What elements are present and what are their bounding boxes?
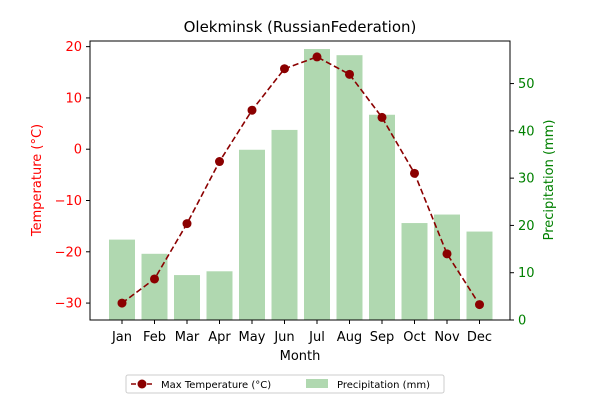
right-y-tick-label: 40 [518, 124, 535, 139]
x-tick-label: Dec [467, 330, 492, 345]
precip-bar-mar [174, 275, 200, 320]
x-tick-label: Jan [111, 330, 132, 345]
precip-bar-apr [206, 271, 233, 320]
left-y-axis-label: Temperature (°C) [30, 124, 45, 237]
right-y-tick-label: 0 [518, 314, 526, 329]
precip-bar-sep [369, 114, 395, 320]
legend-frame [125, 374, 445, 394]
precip-bar-jun [271, 129, 298, 320]
legend-label-precipitation: Precipitation (mm) [337, 380, 430, 391]
temp-point-feb [150, 274, 159, 284]
x-tick-label: Aug [337, 330, 362, 345]
x-tick-label: Oct [403, 330, 425, 345]
temp-point-jul [312, 52, 322, 62]
temp-point-sep [377, 112, 387, 122]
legend-label-temperature: Max Temperature (°C) [161, 380, 271, 391]
left-y-tick-label: 10 [65, 91, 82, 106]
x-tick-label: May [239, 330, 266, 345]
temp-point-may [247, 105, 257, 115]
temperature-line [117, 52, 484, 310]
precip-bar-may [239, 149, 265, 320]
temp-point-mar [182, 219, 192, 229]
temp-point-apr [215, 157, 224, 167]
x-axis-label: Month [280, 349, 321, 364]
x-axis: Jan Feb Mar Apr May Jun Jul Aug Sep Oct Nov Dec [111, 320, 492, 345]
left-y-tick-label: 0 [74, 143, 82, 158]
right-y-axis: 50 40 30 20 10 0 [510, 77, 535, 329]
precipitation-bars [109, 49, 493, 321]
left-y-tick-label: −10 [55, 194, 82, 209]
x-tick-label: Apr [208, 330, 231, 345]
right-y-tick-label: 10 [518, 266, 535, 281]
right-y-tick-label: 50 [518, 77, 535, 92]
precip-bar-jan [109, 239, 135, 320]
precip-bar-oct [401, 223, 428, 320]
left-y-tick-label: 20 [65, 40, 82, 55]
temp-point-dec [475, 300, 484, 310]
left-y-axis: 20 10 0 −10 −20 −30 [55, 40, 90, 312]
x-tick-label: Sep [370, 330, 395, 345]
x-tick-label: Jul [308, 330, 325, 345]
legend-dot-marker [137, 379, 147, 389]
legend-bar-swatch [306, 379, 328, 388]
temp-point-jan [117, 298, 127, 308]
temp-point-oct [410, 168, 419, 178]
temperature-line-path [121, 56, 481, 306]
legend: Max Temperature (°C) Precipitation (mm) [125, 374, 445, 394]
right-y-tick-label: 20 [518, 219, 535, 234]
precip-bar-aug [336, 55, 363, 321]
temp-point-jun [280, 64, 289, 74]
temp-point-nov [442, 249, 452, 259]
left-y-tick-label: −30 [55, 297, 82, 312]
right-y-axis-label: Precipitation (mm) [542, 120, 557, 241]
x-tick-label: Jun [273, 330, 294, 345]
plot-frame [89, 40, 511, 321]
right-y-tick-label: 30 [518, 172, 535, 187]
x-tick-label: Mar [175, 330, 200, 345]
left-y-tick-label: −20 [55, 245, 82, 260]
x-tick-label: Feb [143, 330, 166, 345]
chart-title: Olekminsk (RussianFederation) [184, 18, 417, 36]
x-tick-label: Nov [434, 330, 460, 345]
temp-point-aug [345, 69, 354, 79]
precip-bar-jul [304, 49, 330, 321]
